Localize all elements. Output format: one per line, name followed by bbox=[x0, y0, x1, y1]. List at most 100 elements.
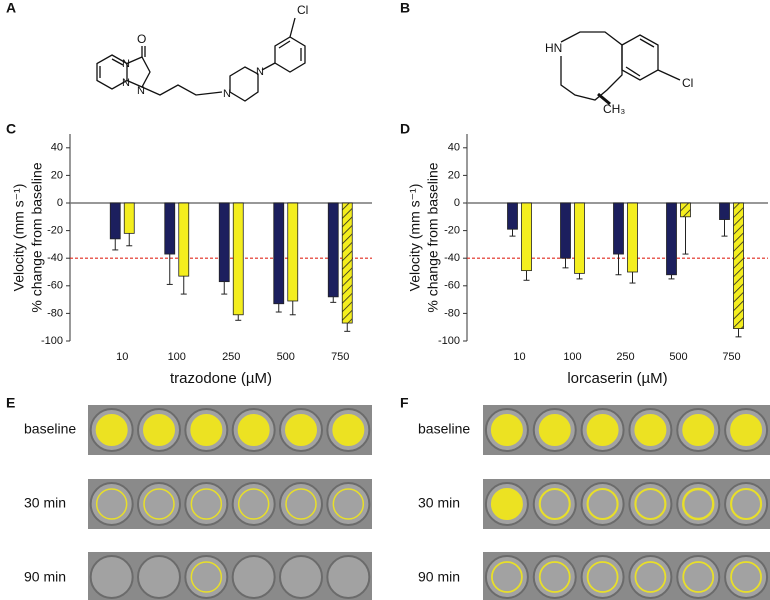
x-tick-label: 500 bbox=[669, 351, 687, 363]
y-tick-label: -60 bbox=[47, 280, 63, 292]
bar bbox=[666, 202, 677, 276]
track bbox=[237, 488, 270, 520]
y-axis-label: % change from baseline bbox=[425, 162, 441, 312]
strip bbox=[483, 405, 770, 455]
row-label: baseline bbox=[418, 421, 470, 437]
track bbox=[538, 414, 571, 446]
error-bar bbox=[509, 229, 516, 237]
bar bbox=[287, 202, 299, 302]
bar bbox=[327, 202, 339, 298]
track bbox=[190, 414, 223, 446]
track bbox=[586, 487, 619, 521]
error-bar bbox=[166, 254, 173, 285]
track bbox=[190, 561, 223, 593]
track bbox=[682, 561, 715, 593]
error-bar bbox=[275, 303, 282, 313]
error-bar bbox=[126, 233, 133, 247]
bar bbox=[232, 202, 244, 316]
row-label: baseline bbox=[24, 421, 76, 437]
track bbox=[490, 488, 523, 520]
atom-label: N bbox=[256, 66, 264, 78]
error-bar bbox=[330, 296, 337, 303]
molecule-b bbox=[560, 31, 681, 106]
bar bbox=[680, 202, 691, 218]
x-tick-label: 750 bbox=[331, 351, 349, 363]
y-axis-label: Velocity (mm s⁻¹) bbox=[407, 184, 423, 292]
track bbox=[237, 414, 270, 446]
panel-label: A bbox=[6, 0, 16, 16]
panel-label: F bbox=[400, 395, 409, 411]
bar bbox=[109, 202, 121, 240]
track bbox=[634, 414, 667, 446]
well bbox=[89, 555, 134, 599]
y-tick-label: -40 bbox=[47, 252, 63, 264]
y-tick-label: -60 bbox=[444, 280, 460, 292]
track bbox=[332, 414, 365, 446]
well-images bbox=[88, 405, 770, 600]
track bbox=[538, 561, 571, 593]
track bbox=[730, 561, 762, 593]
x-tick-label: 10 bbox=[116, 351, 128, 363]
track bbox=[490, 414, 523, 446]
row-label: 30 min bbox=[24, 495, 66, 511]
error-bar bbox=[682, 216, 689, 255]
x-tick-label: 250 bbox=[222, 351, 240, 363]
track bbox=[538, 487, 571, 521]
track bbox=[730, 487, 763, 521]
error-bar bbox=[180, 276, 187, 295]
y-axis-label: % change from baseline bbox=[29, 162, 45, 312]
error-bar bbox=[735, 328, 742, 338]
y-tick-label: 40 bbox=[51, 142, 63, 154]
bar bbox=[574, 202, 585, 274]
bar bbox=[178, 202, 190, 277]
track bbox=[95, 414, 128, 446]
track bbox=[586, 561, 619, 593]
track bbox=[332, 488, 365, 520]
track bbox=[285, 414, 317, 446]
panel-label: B bbox=[400, 0, 410, 16]
error-bar bbox=[615, 254, 622, 276]
x-tick-label: 250 bbox=[616, 351, 634, 363]
strip bbox=[88, 405, 372, 455]
atom-label: N bbox=[137, 85, 145, 97]
bar bbox=[123, 202, 135, 234]
atom-label: CH₃ bbox=[603, 102, 625, 116]
panel-label: D bbox=[400, 121, 410, 137]
x-tick-label: 10 bbox=[513, 351, 525, 363]
well bbox=[279, 555, 323, 599]
x-axis-label: trazodone (µM) bbox=[170, 370, 272, 387]
y-tick-label: 0 bbox=[454, 197, 460, 209]
track bbox=[634, 487, 667, 521]
track bbox=[634, 561, 667, 593]
error-bar bbox=[576, 273, 583, 280]
track bbox=[682, 487, 715, 521]
bar bbox=[560, 202, 571, 259]
row-label: 90 min bbox=[24, 569, 66, 585]
bar bbox=[507, 202, 518, 230]
track bbox=[190, 488, 223, 520]
y-tick-label: 0 bbox=[57, 197, 63, 209]
panel-label: C bbox=[6, 121, 16, 137]
track bbox=[491, 561, 523, 593]
x-tick-label: 100 bbox=[563, 351, 581, 363]
y-tick-label: 40 bbox=[448, 142, 460, 154]
atom-label: N bbox=[122, 77, 130, 89]
panel-label: E bbox=[6, 395, 15, 411]
error-bar bbox=[523, 270, 530, 281]
strip bbox=[88, 552, 372, 600]
y-tick-label: 20 bbox=[51, 169, 63, 181]
y-tick-label: -20 bbox=[47, 225, 63, 237]
bar bbox=[218, 202, 230, 283]
error-bar bbox=[221, 281, 228, 295]
track bbox=[682, 414, 715, 446]
bar bbox=[273, 202, 285, 305]
bar bbox=[627, 202, 638, 273]
bar bbox=[719, 202, 730, 220]
y-tick-label: 20 bbox=[448, 169, 460, 181]
y-tick-label: -80 bbox=[444, 307, 460, 319]
x-tick-label: 750 bbox=[722, 351, 740, 363]
y-axis-label: Velocity (mm s⁻¹) bbox=[11, 184, 27, 292]
y-tick-label: -100 bbox=[41, 335, 63, 347]
atom-label: HN bbox=[545, 41, 562, 55]
